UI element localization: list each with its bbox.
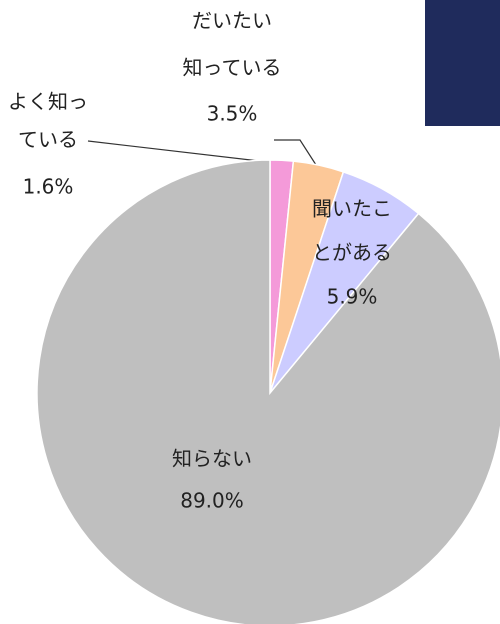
photo-fragment bbox=[425, 0, 500, 126]
value-label: 1.6% bbox=[23, 175, 74, 199]
slice-label: よく知っ bbox=[8, 90, 88, 114]
slice-label: だいたい bbox=[192, 9, 272, 33]
slice-label: とがある bbox=[312, 241, 392, 265]
value-label: 5.9% bbox=[327, 285, 378, 309]
slice-label: 知らない bbox=[172, 447, 252, 471]
value-label: 3.5% bbox=[207, 102, 258, 126]
leader-line bbox=[87, 140, 269, 163]
slice-label: ている bbox=[18, 128, 78, 152]
leader-line bbox=[274, 139, 319, 169]
value-label: 89.0% bbox=[180, 489, 244, 513]
pie-slice bbox=[36, 159, 500, 624]
slice-label: 聞いたこ bbox=[312, 197, 392, 221]
slice-label: 知っている bbox=[183, 56, 282, 80]
